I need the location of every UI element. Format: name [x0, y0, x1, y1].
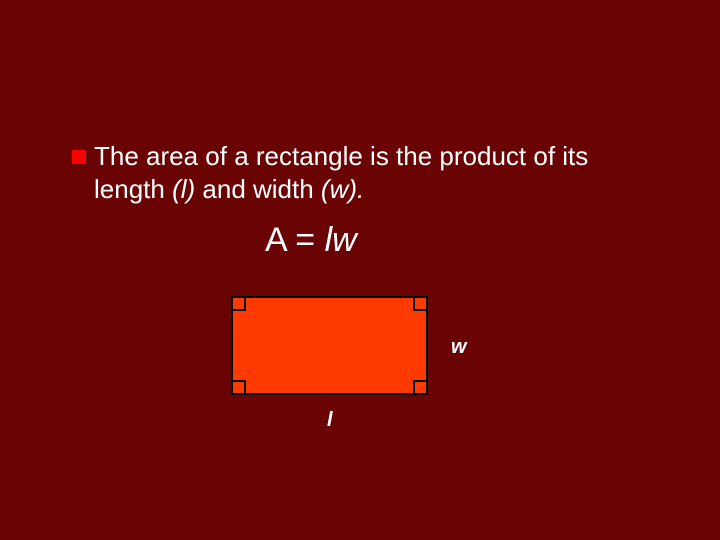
width-label: w [451, 336, 467, 359]
length-label: l [327, 409, 333, 432]
right-angle-mark-br-icon [413, 380, 426, 393]
slide: The area of a rectangle is the product o… [0, 0, 720, 540]
body-part2-italic: (l) [172, 174, 195, 204]
formula-l: l [325, 221, 333, 259]
formula-w: w [332, 221, 357, 259]
body-part3: and width [195, 174, 321, 204]
right-angle-mark-tl-icon [233, 298, 246, 311]
formula: A = lw [265, 221, 357, 260]
bullet-square-icon [72, 150, 86, 164]
formula-eq: = [286, 221, 325, 259]
body-part4-italic: (w). [321, 174, 364, 204]
bullet-paragraph: The area of a rectangle is the product o… [72, 140, 654, 205]
right-angle-mark-tr-icon [413, 298, 426, 311]
right-angle-mark-bl-icon [233, 380, 246, 393]
body-text: The area of a rectangle is the product o… [94, 140, 654, 205]
rectangle-shape [231, 296, 428, 395]
formula-A: A [265, 221, 286, 259]
